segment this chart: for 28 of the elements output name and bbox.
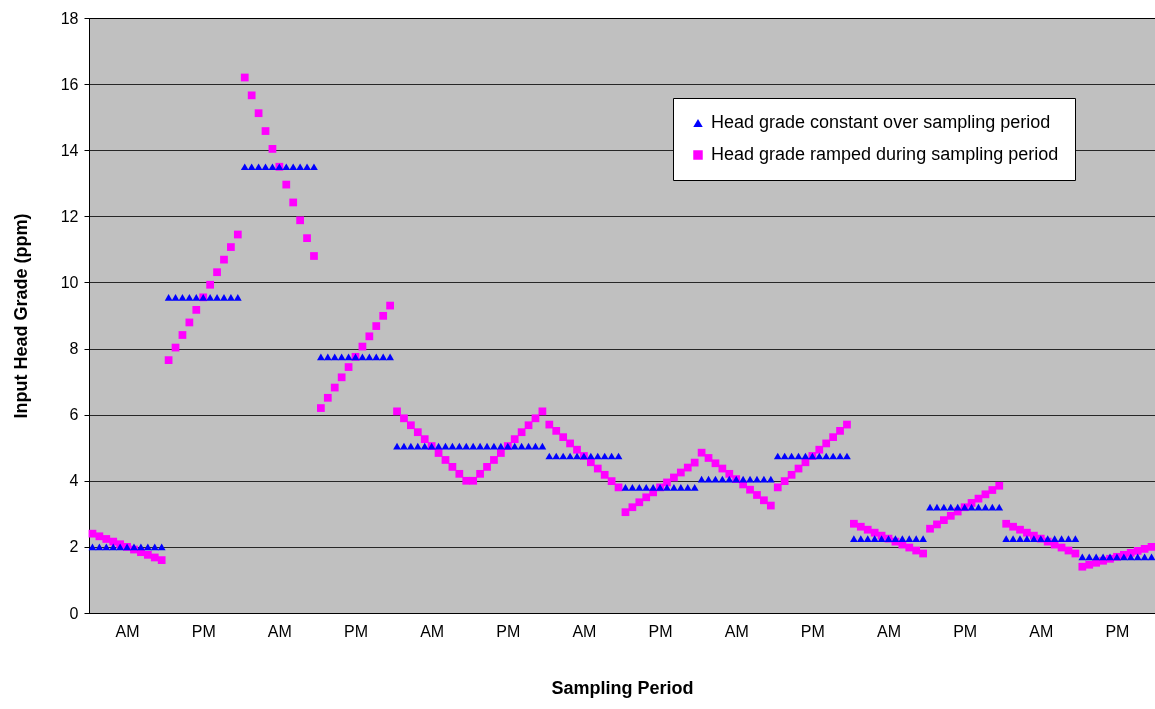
y-tick-label: 0 — [69, 604, 79, 622]
y-tick-label: 18 — [60, 9, 79, 27]
y-tick-label: 16 — [60, 75, 79, 93]
x-tick-label: AM — [724, 622, 749, 640]
x-tick-label: PM — [953, 622, 978, 640]
y-axis-title: Input Head Grade (ppm) — [10, 213, 31, 419]
legend-label: Head grade ramped during sampling period — [711, 144, 1059, 164]
y-tick-label: 4 — [69, 472, 79, 490]
x-tick-label: AM — [420, 622, 445, 640]
x-tick-label: PM — [1105, 622, 1130, 640]
x-tick-label: AM — [267, 622, 292, 640]
legend-label: Head grade constant over sampling period — [711, 112, 1051, 132]
x-tick-label: PM — [800, 622, 825, 640]
y-tick-label: 14 — [60, 141, 79, 159]
y-tick-label: 10 — [60, 273, 79, 291]
y-tick-label: 12 — [60, 207, 79, 225]
x-tick-label: PM — [648, 622, 673, 640]
y-tick-label: 6 — [69, 406, 79, 424]
x-axis-title: Sampling Period — [551, 677, 694, 698]
y-tick-label: 8 — [69, 340, 79, 358]
x-tick-label: PM — [496, 622, 521, 640]
x-tick-label: PM — [191, 622, 216, 640]
y-tick-label: 2 — [69, 538, 79, 556]
x-tick-label: AM — [1029, 622, 1054, 640]
x-tick-label: AM — [115, 622, 140, 640]
x-tick-label: AM — [572, 622, 597, 640]
x-tick-label: AM — [877, 622, 901, 640]
x-tick-label: PM — [344, 622, 368, 640]
